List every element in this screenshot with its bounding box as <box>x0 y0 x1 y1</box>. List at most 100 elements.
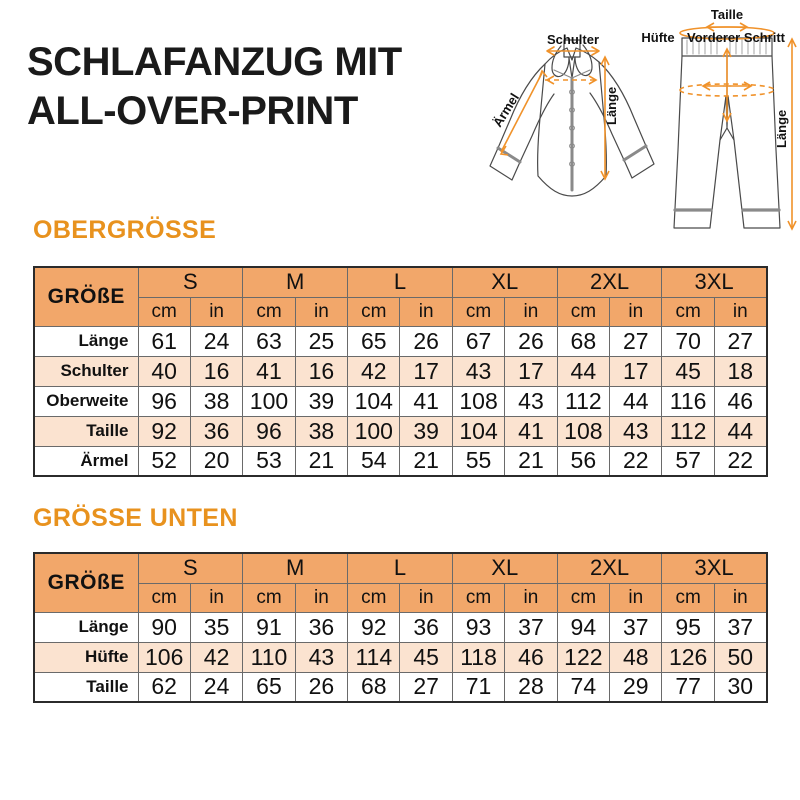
column-header-size-xl: XL <box>451 552 558 584</box>
measurement-cell: 48 <box>609 641 663 673</box>
measurement-cell: 55 <box>451 445 506 477</box>
row-label: Länge <box>33 325 139 357</box>
measurement-cell: 50 <box>713 641 768 673</box>
measurement-cell: 52 <box>137 445 191 477</box>
illustration-label-schulter: Schulter <box>547 32 599 47</box>
measurement-cell: 100 <box>347 415 401 447</box>
measurement-cell: 92 <box>137 415 191 447</box>
measurement-cell: 26 <box>399 325 453 357</box>
measurement-cell: 44 <box>609 385 663 417</box>
measurement-cell: 18 <box>713 355 768 387</box>
measurement-cell: 30 <box>713 671 768 703</box>
measurement-cell: 126 <box>661 641 715 673</box>
measurement-cell: 26 <box>294 671 349 703</box>
column-header-unit-in: in <box>189 296 244 327</box>
column-header-unit-cm: cm <box>242 582 296 613</box>
column-header-unit-in: in <box>399 582 453 613</box>
measurement-cell: 56 <box>556 445 611 477</box>
column-header-size-s: S <box>137 552 244 584</box>
measurement-cell: 25 <box>294 325 349 357</box>
illustration-label-huefte: Hüfte <box>641 30 674 45</box>
column-header-unit-cm: cm <box>451 582 506 613</box>
measurement-cell: 43 <box>451 355 506 387</box>
measurement-cell: 41 <box>242 355 296 387</box>
measurement-cell: 61 <box>137 325 191 357</box>
measurement-cell: 37 <box>713 611 768 643</box>
row-label: Ärmel <box>33 445 139 477</box>
measurement-cell: 108 <box>451 385 506 417</box>
row-label: Oberweite <box>33 385 139 417</box>
measurement-cell: 37 <box>609 611 663 643</box>
table-row: Länge 90 35 91 36 92 36 93 37 94 37 95 37 <box>33 611 768 643</box>
measurement-cell: 100 <box>242 385 296 417</box>
measurement-cell: 21 <box>294 445 349 477</box>
measurement-cell: 45 <box>661 355 715 387</box>
measurement-cell: 71 <box>451 671 506 703</box>
table-row: Taille 62 24 65 26 68 27 71 28 74 29 77 30 <box>33 671 768 703</box>
measurement-cell: 24 <box>189 325 244 357</box>
illustration-label-aermel: Ärmel <box>490 90 522 129</box>
column-header-unit-in: in <box>713 582 768 613</box>
measurement-cell: 65 <box>347 325 401 357</box>
measurement-cell: 118 <box>451 641 506 673</box>
measurement-cell: 38 <box>189 385 244 417</box>
column-header-unit-cm: cm <box>661 296 715 327</box>
measurement-cell: 43 <box>294 641 349 673</box>
table-row: Ärmel 52 20 53 21 54 21 55 21 56 22 57 22 <box>33 445 768 477</box>
column-header-size-m: M <box>242 266 349 298</box>
table-corner-label: GRÖßE <box>33 266 139 327</box>
column-header-size-3xl: 3XL <box>661 552 768 584</box>
measurement-cell: 37 <box>504 611 558 643</box>
measurement-cell: 16 <box>294 355 349 387</box>
column-header-size-l: L <box>347 552 453 584</box>
column-header-unit-in: in <box>504 296 558 327</box>
column-header-unit-cm: cm <box>347 582 401 613</box>
measurement-cell: 36 <box>399 611 453 643</box>
column-header-size-2xl: 2XL <box>556 266 663 298</box>
measurement-cell: 41 <box>399 385 453 417</box>
measurement-cell: 57 <box>661 445 715 477</box>
measurement-cell: 20 <box>189 445 244 477</box>
section-heading-top: OBERGRÖßE <box>33 216 217 244</box>
table-bottom-body: Länge 90 35 91 36 92 36 93 37 94 37 95 37 Hüfte 106 42 1… <box>33 611 768 703</box>
column-header-unit-in: in <box>713 296 768 327</box>
column-header-unit-cm: cm <box>661 582 715 613</box>
measurement-cell: 114 <box>347 641 401 673</box>
table-row: Oberweite 96 38 100 39 104 41 108 43 112 44 116 46 <box>33 385 768 417</box>
table-bottom-head: GRÖßE S M L XL 2XL 3XL cm in cm in cm in cm in cm in cm in <box>33 552 768 613</box>
measurement-cell: 116 <box>661 385 715 417</box>
column-header-size-s: S <box>137 266 244 298</box>
measurement-cell: 40 <box>137 355 191 387</box>
column-header-unit-in: in <box>399 296 453 327</box>
page-title: SCHLAFANZUG MIT ALL-OVER-PRINT <box>27 38 497 136</box>
column-header-size-2xl: 2XL <box>556 552 663 584</box>
measurement-cell: 65 <box>242 671 296 703</box>
column-header-unit-cm: cm <box>451 296 506 327</box>
measurement-cell: 42 <box>347 355 401 387</box>
title-line-2: ALL-OVER-PRINT <box>27 88 358 133</box>
column-header-unit-in: in <box>189 582 244 613</box>
column-header-unit-cm: cm <box>556 582 611 613</box>
measurement-cell: 93 <box>451 611 506 643</box>
column-header-unit-cm: cm <box>137 582 191 613</box>
column-header-unit-in: in <box>609 296 663 327</box>
column-header-size-xl: XL <box>451 266 558 298</box>
measurement-cell: 92 <box>347 611 401 643</box>
measurement-cell: 43 <box>609 415 663 447</box>
column-header-unit-in: in <box>609 582 663 613</box>
measurement-cell: 22 <box>713 445 768 477</box>
table-row: Länge 61 24 63 25 65 26 67 26 68 27 70 27 <box>33 325 768 357</box>
measurement-cell: 70 <box>661 325 715 357</box>
measurement-cell: 16 <box>189 355 244 387</box>
table-row: Schulter 40 16 41 16 42 17 43 17 44 17 45 18 <box>33 355 768 387</box>
illustration-label-vorderer-schritt: Vorderer Schritt <box>687 30 786 45</box>
row-label: Schulter <box>33 355 139 387</box>
column-header-unit-in: in <box>504 582 558 613</box>
table-row: Hüfte 106 42 110 43 114 45 118 46 122 48 126 50 <box>33 641 768 673</box>
row-label: Taille <box>33 671 139 703</box>
measurement-cell: 91 <box>242 611 296 643</box>
table-top-head: GRÖßE S M L XL 2XL 3XL cm in cm in cm in cm in cm in cm in <box>33 266 768 327</box>
measurement-cell: 67 <box>451 325 506 357</box>
illustration-label-laenge-bottom: Länge <box>774 110 789 148</box>
